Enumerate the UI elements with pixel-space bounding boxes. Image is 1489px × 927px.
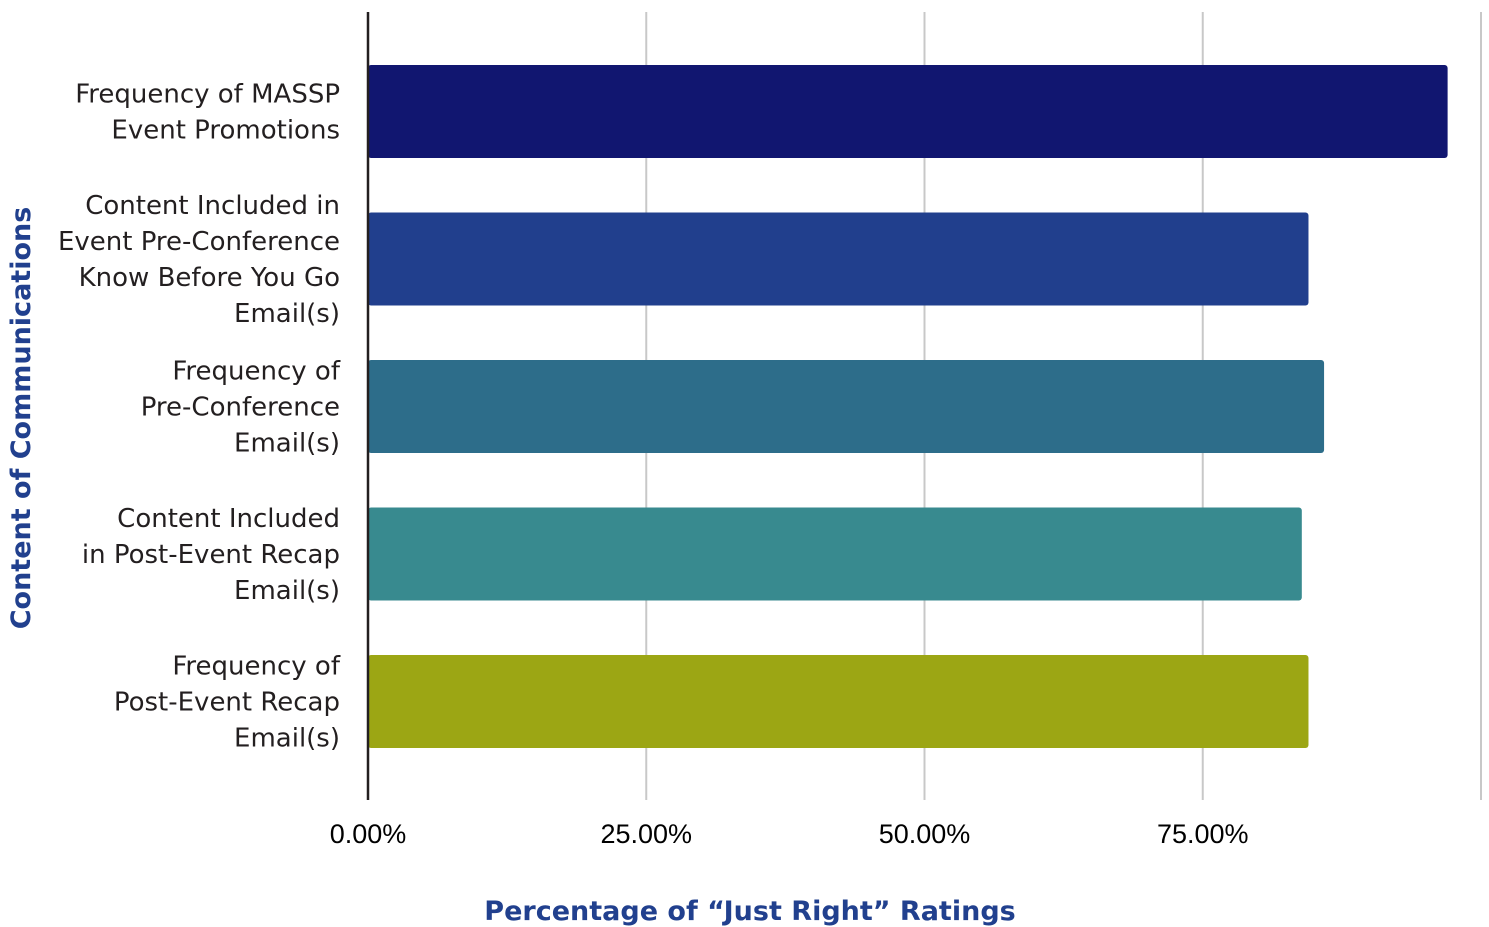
category-label: Content Included in Event Pre-Conference K… (58, 191, 340, 329)
category-labels: Frequency of MASSP Event Promotions Conten… (58, 80, 341, 754)
x-axis-title: Percentage of “Just Right” Ratings (484, 896, 1015, 927)
category-label: Content Included in Post-Event Recap Email… (82, 504, 340, 606)
bars (368, 65, 1448, 748)
bar (368, 655, 1309, 748)
category-label: Frequency of Pre-Conference Email(s) (141, 357, 341, 459)
category-label: Frequency of Post-Event Recap Email(s) (114, 652, 341, 754)
x-tick-label: 75.00% (1157, 819, 1249, 849)
category-label: Frequency of MASSP Event Promotions (75, 80, 340, 146)
bar (368, 507, 1302, 601)
y-axis-title: Content of Communications (6, 207, 37, 630)
bar (368, 212, 1309, 306)
x-tick-labels: 0.00% 25.00% 50.00% 75.00% (330, 819, 1249, 849)
x-tick-label: 25.00% (600, 819, 692, 849)
x-tick-label: 0.00% (330, 819, 407, 849)
bar (368, 360, 1325, 453)
bar (368, 65, 1448, 158)
x-tick-label: 50.00% (879, 819, 971, 849)
